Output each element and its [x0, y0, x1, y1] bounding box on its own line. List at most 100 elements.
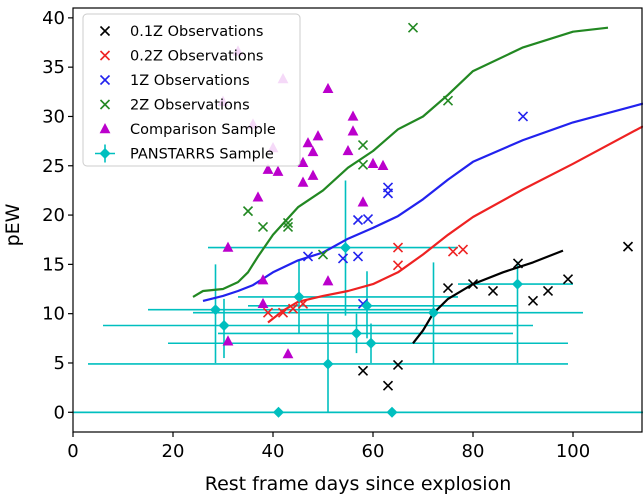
series-0-point-5: [487, 285, 499, 297]
y-tick-label-5: 25: [42, 156, 65, 177]
legend-label-1: 0.2Z Observations: [130, 49, 263, 65]
series-1-point-6-stroke-b: [447, 246, 459, 257]
series-1-point-4-stroke-b: [392, 260, 404, 271]
series-4-point-15: [302, 137, 314, 148]
series-0-point-6: [512, 258, 524, 269]
series-3-point-6-stroke-b: [357, 139, 369, 151]
legend-marker-2-stroke-b: [99, 74, 111, 86]
y-tick-label-7: 35: [42, 57, 65, 78]
x-tick-label-3: 60: [362, 441, 385, 462]
series-1-point-0: [262, 307, 274, 318]
series-4-point-10: [272, 165, 284, 176]
series-2-point-3-stroke-b: [352, 214, 364, 226]
x-axis-label: Rest frame days since explosion: [205, 473, 512, 495]
y-axis-label: pEW: [2, 203, 24, 246]
legend-item-2: 1Z Observations: [99, 73, 250, 89]
panstarrs-point-4: [340, 242, 351, 254]
panstarrs-point-10: [273, 406, 284, 418]
series-0-point-3-stroke-b: [442, 282, 454, 294]
panstarrs-point-1: [218, 320, 230, 332]
series-0-point-3: [442, 282, 454, 294]
series-4-point-2: [222, 335, 234, 346]
y-tick-label-4: 20: [42, 205, 65, 226]
legend-label-5: PANSTARRS Sample: [130, 147, 274, 163]
series-1-point-5-stroke-b: [392, 242, 404, 253]
series-3-point-7: [407, 22, 419, 33]
series-3-point-4: [317, 249, 329, 260]
series-4-point-24: [357, 196, 369, 207]
series-4-point-19: [322, 82, 334, 94]
panstarrs-point-5: [351, 327, 362, 339]
series-4-point-26: [377, 159, 389, 170]
panstarrs-errorbar-0: [148, 264, 438, 363]
series-1-point-6: [447, 246, 459, 257]
legend-marker-5: [99, 148, 111, 159]
series-2-point-7: [382, 188, 394, 199]
series-4-point-21: [342, 144, 354, 156]
model-line-0: [412, 249, 564, 344]
legend-label-2: 1Z Observations: [130, 73, 250, 89]
series-1-point-1-stroke-b: [277, 307, 289, 318]
series-0-point-1-stroke-b: [382, 380, 394, 391]
series-0-point-0-stroke-b: [357, 365, 369, 376]
legend-label-4: Comparison Sample: [130, 122, 276, 138]
y-tick-label-6: 30: [42, 106, 65, 127]
series-0-point-1: [382, 380, 394, 391]
panstarrs-point-2: [293, 291, 305, 303]
series-2-point-3: [352, 214, 364, 226]
series-3-point-1: [257, 221, 269, 232]
series-1-point-7-stroke-b: [457, 244, 469, 255]
series-1-point-5: [392, 242, 404, 253]
series-4-point-22: [347, 125, 359, 136]
legend-marker-3-stroke-b: [99, 99, 111, 110]
x-tick-label-5: 100: [556, 441, 590, 462]
legend: 0.1Z Observations 0.2Z Observations 1Z Obs…: [82, 13, 301, 167]
series-4-point-7: [257, 297, 269, 309]
series-4-point-23: [347, 110, 359, 121]
y-tick-label-1: 5: [54, 353, 65, 374]
y-tick-label-2: 10: [42, 304, 65, 325]
legend-marker-4: [99, 123, 111, 134]
panstarrs-errorbar-2: [238, 259, 458, 334]
legend-marker-0-stroke-b: [99, 25, 111, 37]
series-1-point-7: [457, 244, 469, 255]
series-2-point-4: [362, 213, 374, 225]
series-4-point-20: [322, 275, 334, 286]
model-line-3: [192, 26, 609, 298]
legend-label-0: 0.1Z Observations: [130, 24, 263, 40]
legend-label-3: 2Z Observations: [130, 98, 250, 114]
series-0-point-10: [622, 241, 634, 252]
series-2-point-1-stroke-b: [337, 253, 349, 264]
series-2-point-0: [302, 251, 314, 262]
series-3-point-8-stroke-b: [442, 95, 454, 106]
x-tick-label-2: 40: [262, 441, 285, 462]
series-2-point-4-stroke-b: [362, 213, 374, 225]
panstarrs-point-11: [386, 406, 398, 418]
series-1-point-2: [287, 303, 299, 314]
series-4-point-17: [307, 145, 319, 157]
series-1-point-0-stroke-b: [262, 307, 274, 318]
series-0-point-9: [562, 274, 574, 285]
series-4-point-1: [222, 241, 234, 252]
legend-item-5: PANSTARRS Sample: [95, 144, 274, 163]
series-0-point-2-stroke-b: [392, 359, 404, 371]
series-4-point-8: [262, 163, 274, 174]
series-2-point-8-stroke-b: [517, 111, 529, 122]
legend-marker-1: [99, 50, 111, 61]
series-4-point-16: [307, 169, 319, 180]
series-3-point-5-stroke-b: [357, 159, 369, 170]
series-4-point-12: [282, 348, 294, 359]
y-tick-label-3: 15: [42, 254, 65, 275]
series-3-point-6: [357, 139, 369, 151]
series-3-point-5: [357, 159, 369, 170]
series-1-point-4: [392, 260, 404, 271]
series-3-point-7-stroke-b: [407, 22, 419, 33]
legend-box: [82, 13, 301, 167]
panstarrs-point-0: [210, 304, 221, 316]
series-3-point-8: [442, 95, 454, 106]
panstarrs-point-6: [361, 300, 373, 312]
series-3-point-3-stroke-b: [282, 217, 294, 229]
x-tick-label-1: 20: [162, 441, 185, 462]
